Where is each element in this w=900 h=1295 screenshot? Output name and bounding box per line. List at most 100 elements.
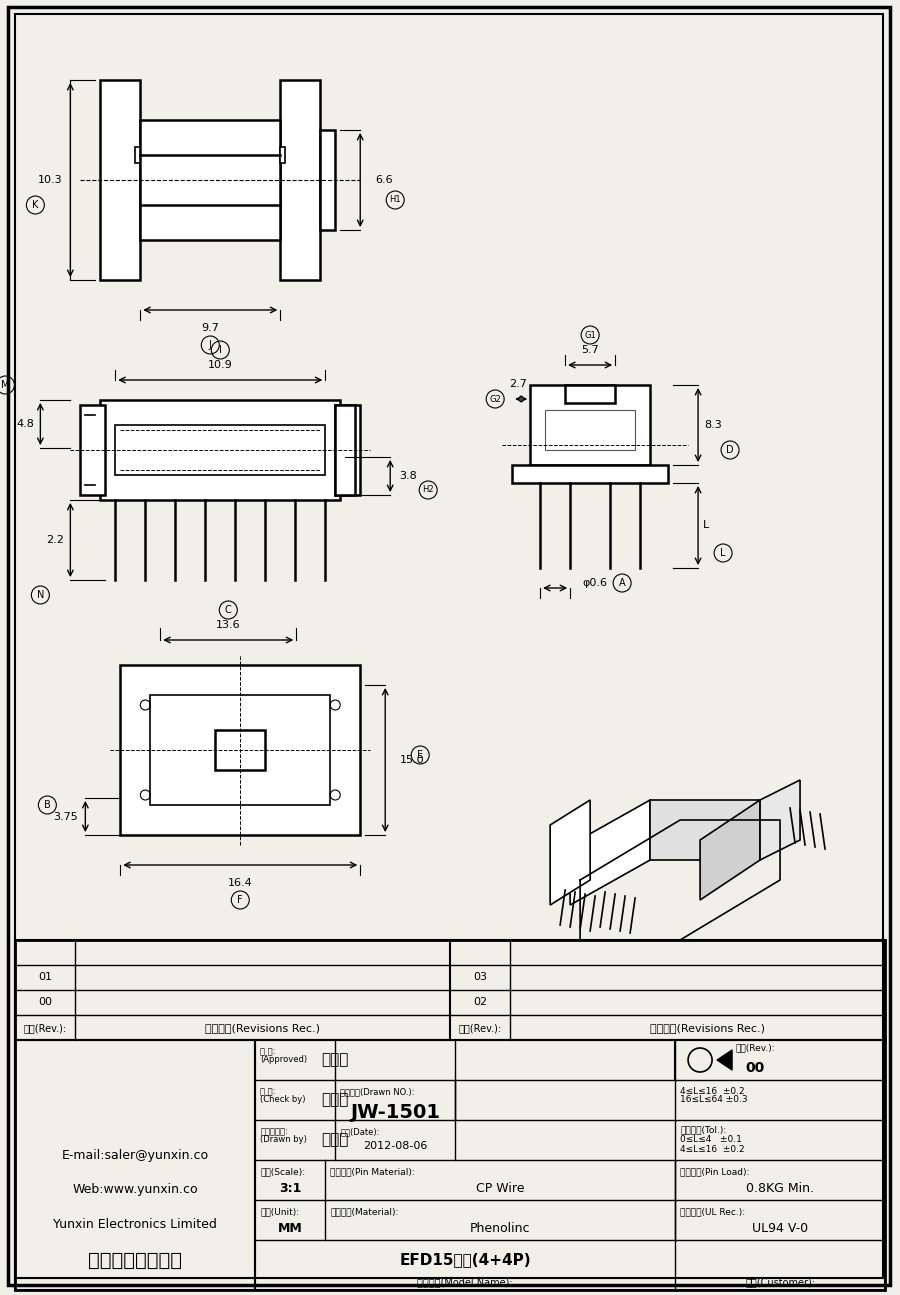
Text: 规格描述(Model Name):: 规格描述(Model Name):	[418, 1277, 513, 1287]
Text: 版本(Rev.):: 版本(Rev.):	[735, 1044, 775, 1053]
Bar	[215, 730, 266, 771]
Text: 版本(Rev.):: 版本(Rev.):	[459, 1023, 501, 1033]
Text: 核 准:: 核 准:	[260, 1048, 275, 1057]
Text: 产品编号(Drawn NO.):: 产品编号(Drawn NO.):	[340, 1088, 415, 1097]
Text: 修改记录(Revisions Rec.): 修改记录(Revisions Rec.)	[650, 1023, 765, 1033]
Bar	[15, 940, 885, 1040]
Text: 13.6: 13.6	[216, 620, 240, 629]
Text: 工程与设计:: 工程与设计:	[260, 1128, 288, 1137]
Bar	[15, 940, 885, 1290]
Text: 云芯电子有限公司: 云芯电子有限公司	[88, 1251, 183, 1269]
Bar	[545, 411, 635, 449]
Text: Web:www.yunxin.co: Web:www.yunxin.co	[73, 1184, 198, 1197]
Text: 修改记录(Revisions Rec.): 修改记录(Revisions Rec.)	[205, 1023, 320, 1033]
Bar	[80, 405, 105, 495]
Text: 2.2: 2.2	[47, 535, 64, 545]
Text: 本体材质(Material):: 本体材质(Material):	[330, 1207, 399, 1216]
Text: 8.3: 8.3	[704, 420, 722, 430]
Text: I: I	[219, 344, 221, 355]
Text: 日期(Date):: 日期(Date):	[340, 1128, 380, 1137]
Bar	[150, 695, 330, 805]
Text: (Approved): (Approved)	[260, 1055, 308, 1064]
Text: K: K	[32, 199, 39, 210]
Text: 单位(Unit):: 单位(Unit):	[260, 1207, 300, 1216]
Text: E-mail:saler@yunxin.co: E-mail:saler@yunxin.co	[62, 1149, 209, 1162]
Text: F: F	[238, 895, 243, 905]
Text: 16≤L≤64 ±0.3: 16≤L≤64 ±0.3	[680, 1096, 748, 1105]
Text: H1: H1	[390, 196, 401, 205]
Polygon shape	[760, 780, 800, 860]
Text: J: J	[209, 341, 212, 350]
Bar	[335, 405, 360, 495]
Text: B: B	[44, 800, 50, 809]
Text: Yunxin Electronics Limited: Yunxin Electronics Limited	[53, 1219, 217, 1232]
Text: 韦景川: 韦景川	[321, 1093, 349, 1107]
Bar	[320, 130, 335, 231]
Text: D: D	[726, 445, 734, 455]
Text: (Check by): (Check by)	[260, 1096, 306, 1105]
Text: G2: G2	[490, 395, 501, 404]
Text: (Drawn by): (Drawn by)	[260, 1136, 307, 1145]
Text: 4≤L≤16  ±0.2: 4≤L≤16 ±0.2	[680, 1088, 744, 1097]
Text: L: L	[720, 548, 725, 558]
Text: 4≤L≤16  ±0.2: 4≤L≤16 ±0.2	[680, 1146, 744, 1155]
Text: 03: 03	[473, 973, 487, 982]
Text: 针脚材质(Pin Material):: 针脚材质(Pin Material):	[330, 1168, 415, 1176]
Text: 3.8: 3.8	[400, 471, 417, 480]
Text: 2.7: 2.7	[509, 379, 527, 388]
Text: Phenolinc: Phenolinc	[470, 1221, 530, 1234]
Text: 防火等级(UL Rec.):: 防火等级(UL Rec.):	[680, 1207, 745, 1216]
Text: CP Wire: CP Wire	[476, 1181, 525, 1194]
Text: 针脚拉力(Pin Load):: 针脚拉力(Pin Load):	[680, 1168, 750, 1176]
Bar	[280, 148, 285, 163]
Text: 16.4: 16.4	[228, 878, 253, 888]
Text: M: M	[1, 379, 10, 390]
Text: JW-1501: JW-1501	[350, 1102, 440, 1121]
Bar	[100, 80, 140, 280]
Text: 00: 00	[745, 1061, 765, 1075]
Bar	[565, 385, 615, 403]
Bar	[280, 80, 320, 280]
Bar	[135, 148, 140, 163]
Polygon shape	[717, 1050, 732, 1070]
Bar	[256, 1040, 885, 1290]
Bar	[530, 385, 650, 465]
Text: 0≤L≤4   ±0.1: 0≤L≤4 ±0.1	[680, 1136, 742, 1145]
Text: 版本(Rev.):: 版本(Rev.):	[23, 1023, 67, 1033]
Text: 9.7: 9.7	[202, 322, 220, 333]
Text: 6.6: 6.6	[375, 175, 392, 185]
Text: 01: 01	[39, 973, 52, 982]
Text: 5.7: 5.7	[581, 344, 599, 355]
Polygon shape	[550, 800, 590, 905]
Text: 0.8KG Min.: 0.8KG Min.	[746, 1181, 814, 1194]
Text: E: E	[417, 750, 423, 760]
Polygon shape	[570, 800, 650, 905]
Text: H2: H2	[422, 486, 434, 495]
Text: A: A	[619, 578, 625, 588]
Bar	[335, 405, 356, 495]
Text: 00: 00	[39, 997, 52, 1008]
Text: N: N	[37, 591, 44, 600]
Text: 校 对:: 校 对:	[260, 1088, 275, 1097]
Text: 一般公差(Tol.):: 一般公差(Tol.):	[680, 1125, 726, 1134]
Text: C: C	[225, 605, 231, 615]
Polygon shape	[700, 800, 760, 900]
Text: 10.3: 10.3	[38, 175, 63, 185]
Text: 3.75: 3.75	[53, 812, 77, 822]
Bar	[15, 1040, 256, 1290]
Text: 3:1: 3:1	[279, 1181, 302, 1194]
Text: 10.9: 10.9	[208, 360, 233, 370]
Bar	[115, 425, 325, 475]
Bar	[512, 465, 668, 483]
Text: G1: G1	[584, 330, 596, 339]
Text: 15.0: 15.0	[400, 755, 425, 765]
Text: 张生坤: 张生坤	[321, 1053, 349, 1067]
Text: 比例(Scale):: 比例(Scale):	[260, 1168, 305, 1176]
Text: UL94 V-0: UL94 V-0	[752, 1221, 808, 1234]
Text: L: L	[703, 521, 709, 530]
Text: 客户(Customer):: 客户(Customer):	[745, 1277, 815, 1287]
Polygon shape	[650, 800, 760, 860]
Text: EFD15卧式(4+4P): EFD15卧式(4+4P)	[400, 1252, 531, 1268]
Text: 02: 02	[473, 997, 487, 1008]
Bar	[100, 400, 340, 500]
